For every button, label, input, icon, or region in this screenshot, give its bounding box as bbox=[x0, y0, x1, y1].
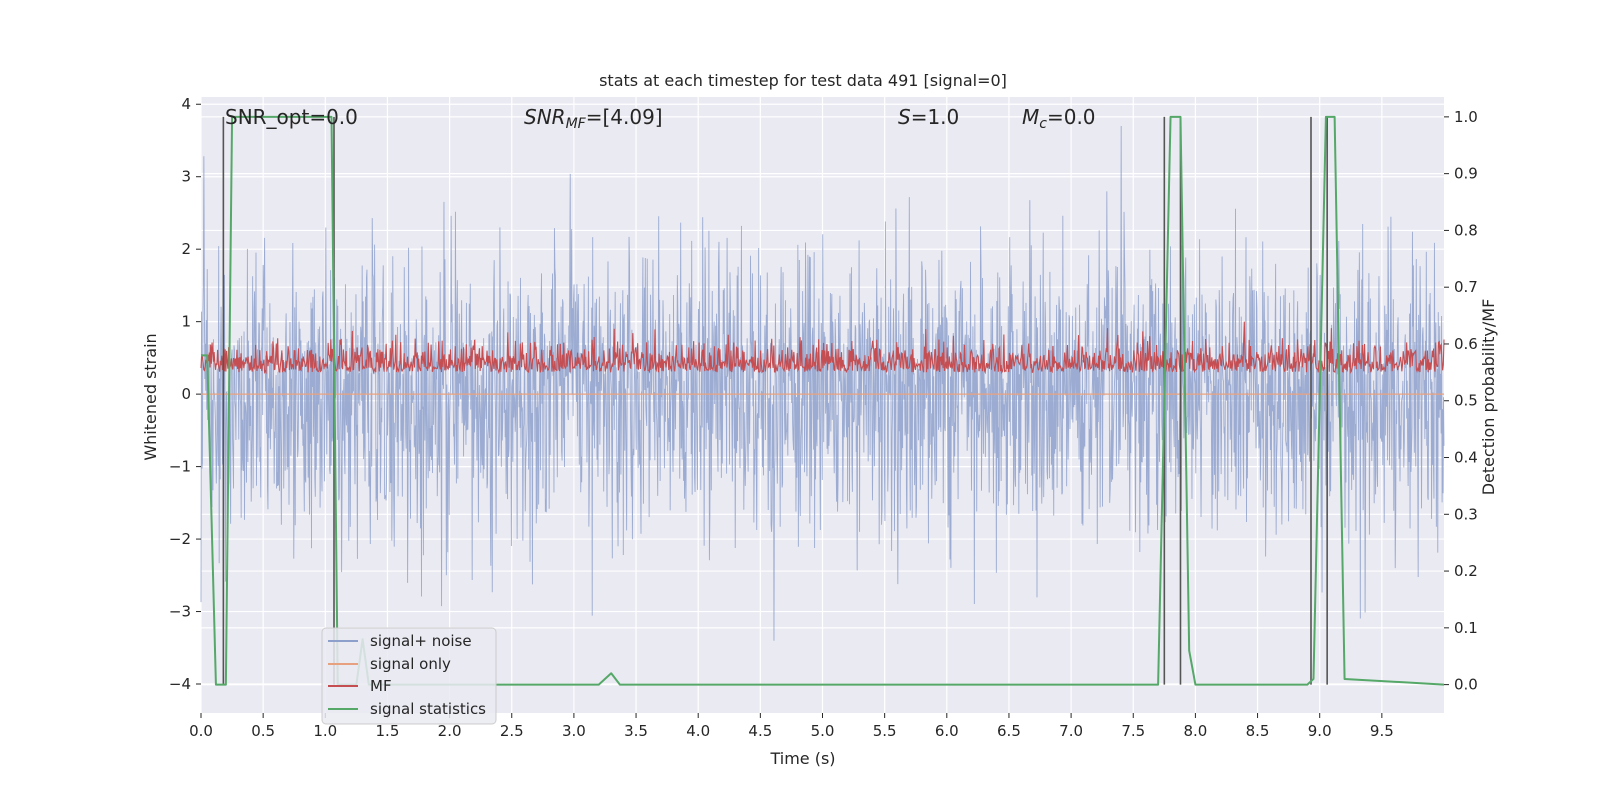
y-axis-left-ticks: 4 3 2 1 0 −1 −2 −3 −4 bbox=[169, 95, 201, 693]
legend-label-mf: MF bbox=[370, 677, 392, 695]
series-line-mf bbox=[200, 321, 1445, 375]
y-right-tick-label: 0.6 bbox=[1454, 335, 1478, 353]
mc-symbol: M bbox=[1022, 105, 1039, 129]
y-right-tick-label: 0.1 bbox=[1454, 619, 1478, 637]
x-tick-label: 6.5 bbox=[997, 722, 1021, 740]
y-right-tick-label: 1.0 bbox=[1454, 108, 1478, 126]
y-left-tick-label: −2 bbox=[169, 530, 191, 548]
x-tick-label: 3.5 bbox=[624, 722, 648, 740]
signal-statistics-series bbox=[201, 115, 1445, 686]
y-left-tick-label: −1 bbox=[169, 458, 191, 476]
y-right-tick-label: 0.9 bbox=[1454, 165, 1478, 183]
x-tick-label: 5.5 bbox=[873, 722, 897, 740]
chart-title: stats at each timestep for test data 491… bbox=[599, 71, 1007, 90]
y-axis-right-ticks: 1.0 0.9 0.8 0.7 0.6 0.5 0.4 0.3 0.2 0.1 0.0 bbox=[1444, 108, 1478, 694]
y-right-tick-label: 0.4 bbox=[1454, 449, 1478, 467]
y-left-tick-label: −4 bbox=[169, 675, 191, 693]
x-tick-label: 9.0 bbox=[1308, 722, 1332, 740]
y-axis-left-label: Whitened strain bbox=[141, 333, 160, 460]
x-tick-label: 5.0 bbox=[811, 722, 835, 740]
x-tick-label: 9.5 bbox=[1370, 722, 1394, 740]
legend-label-noise: signal+ noise bbox=[370, 632, 472, 650]
x-tick-label: 2.5 bbox=[500, 722, 524, 740]
x-tick-label: 6.0 bbox=[935, 722, 959, 740]
s-value: =1.0 bbox=[911, 105, 960, 129]
x-axis-ticks: 0.0 0.5 1.0 1.5 2.0 2.5 3.0 3.5 4.0 4.5 5.0 5.5 6.0 6… bbox=[189, 713, 1394, 740]
y-left-tick-label: 1 bbox=[181, 313, 191, 331]
legend-label-signal: signal only bbox=[370, 655, 451, 673]
legend-frame bbox=[321, 627, 497, 725]
legend: signal+ noise signal only MF signal stat… bbox=[321, 627, 497, 725]
y-right-tick-label: 0.5 bbox=[1454, 392, 1478, 410]
x-tick-label: 0.0 bbox=[189, 722, 213, 740]
legend-label-stats: signal statistics bbox=[370, 700, 486, 718]
snr-mf-value: =[4.09] bbox=[586, 105, 663, 129]
snr-mf-annotation: SNRMF=[4.09] bbox=[524, 105, 663, 132]
mf-series bbox=[200, 321, 1445, 375]
snr-mf-base: SNR bbox=[524, 105, 566, 129]
x-tick-label: 8.0 bbox=[1183, 722, 1207, 740]
y-right-tick-label: 0.0 bbox=[1454, 676, 1478, 694]
snr-opt-annotation: SNR_opt=0.0 bbox=[225, 105, 358, 129]
y-right-tick-label: 0.3 bbox=[1454, 505, 1478, 523]
s-symbol: S bbox=[898, 105, 911, 129]
mc-annotation: Mc=0.0 bbox=[1022, 105, 1096, 132]
x-tick-label: 7.5 bbox=[1121, 722, 1145, 740]
x-tick-label: 7.0 bbox=[1059, 722, 1083, 740]
y-left-tick-label: 3 bbox=[181, 168, 191, 186]
y-right-tick-label: 0.2 bbox=[1454, 562, 1478, 580]
y-right-tick-label: 0.7 bbox=[1454, 278, 1478, 296]
y-left-tick-label: 0 bbox=[181, 385, 191, 403]
x-tick-label: 1.5 bbox=[376, 722, 400, 740]
y-right-tick-label: 0.8 bbox=[1454, 221, 1478, 239]
snr-mf-subscript: MF bbox=[566, 116, 587, 132]
y-axis-right-label: Detection probability/MF bbox=[1479, 299, 1498, 496]
x-tick-label: 0.5 bbox=[251, 722, 275, 740]
y-left-tick-label: −3 bbox=[169, 603, 191, 621]
mc-subscript: c bbox=[1039, 116, 1047, 132]
x-tick-label: 1.0 bbox=[313, 722, 337, 740]
x-tick-label: 3.0 bbox=[562, 722, 586, 740]
x-tick-label: 2.0 bbox=[438, 722, 462, 740]
s-annotation: S=1.0 bbox=[898, 105, 959, 129]
x-tick-label: 4.0 bbox=[686, 722, 710, 740]
y-left-tick-label: 2 bbox=[181, 240, 191, 258]
y-left-tick-label: 4 bbox=[181, 95, 191, 113]
x-tick-label: 4.5 bbox=[748, 722, 772, 740]
series-line-signal-statistics bbox=[201, 115, 1445, 686]
x-axis-label: Time (s) bbox=[769, 749, 835, 768]
mc-value: =0.0 bbox=[1047, 105, 1096, 129]
x-tick-label: 8.5 bbox=[1246, 722, 1270, 740]
